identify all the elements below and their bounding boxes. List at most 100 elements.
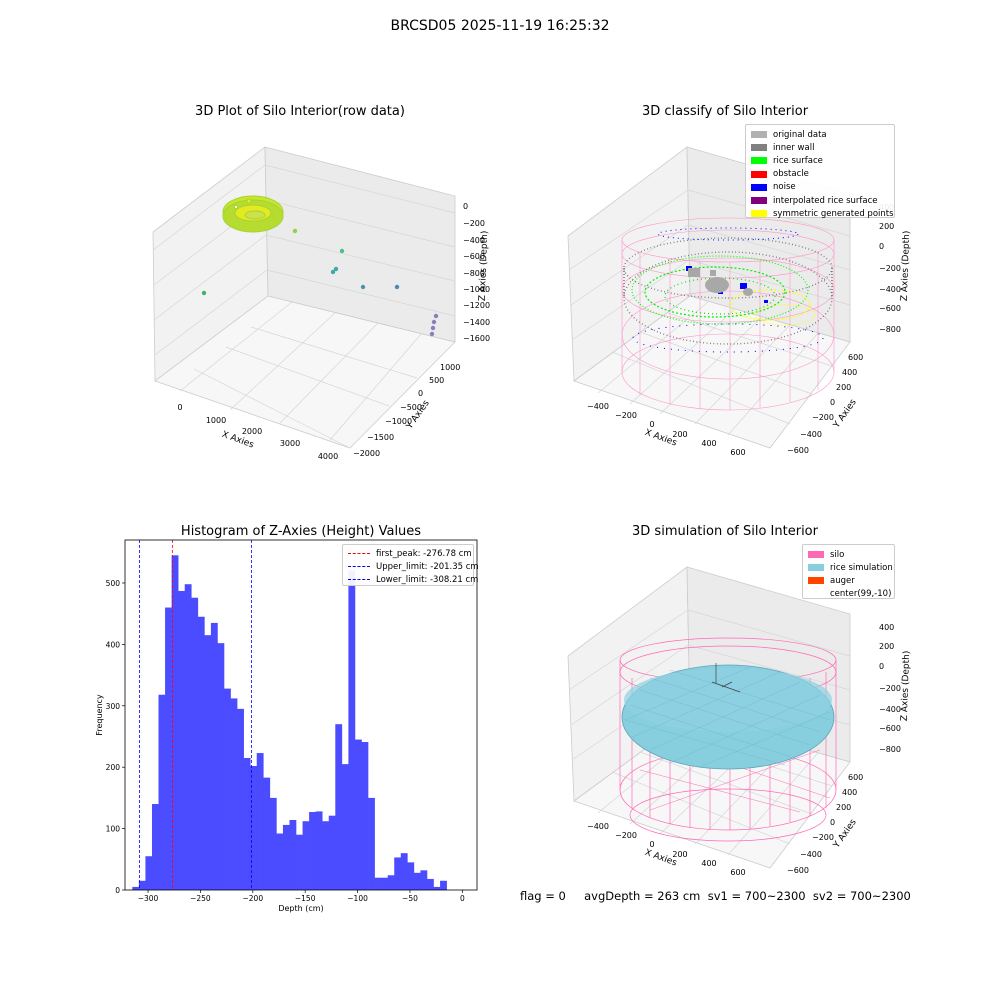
legend-swatch xyxy=(751,157,767,165)
z-tick: 0 xyxy=(463,202,468,211)
legend-label: Upper_limit: -201.35 cm xyxy=(376,561,479,572)
x-tick: 400 xyxy=(701,859,716,868)
histogram-frame xyxy=(124,539,478,891)
histogram-bar xyxy=(230,698,238,890)
histogram-bar xyxy=(309,812,316,890)
x-tick-label: −250 xyxy=(190,894,211,903)
z-tick: −600 xyxy=(879,304,901,313)
x-tick: 0 xyxy=(649,420,654,429)
z-tick: −200 xyxy=(879,264,901,273)
histogram-bar xyxy=(276,833,284,890)
legend-swatch xyxy=(808,564,824,572)
z-tick: −600 xyxy=(463,252,485,261)
legend-entry: rice simulation xyxy=(808,561,893,574)
y-tick: −600 xyxy=(787,866,809,875)
x-tick: 0 xyxy=(649,840,654,849)
y-tick: 600 xyxy=(848,353,863,362)
z-tick: 200 xyxy=(879,642,894,651)
z-tick: −200 xyxy=(463,219,485,228)
legend-swatch xyxy=(808,551,824,559)
z-tick: 200 xyxy=(879,222,894,231)
histogram-bar xyxy=(413,872,421,890)
legend-label: center(99,-10) xyxy=(830,589,892,600)
histogram-bar xyxy=(433,886,441,890)
histogram-bar xyxy=(400,853,408,890)
z-tick: −1400 xyxy=(463,318,490,327)
histogram-bar xyxy=(282,824,290,890)
y-tick: 600 xyxy=(848,773,863,782)
y-axis-label: Frequency xyxy=(95,694,104,736)
histogram-bar xyxy=(374,877,382,890)
z-axis-label: Z Axies (Depth) xyxy=(478,231,490,302)
legend-entry: rice surface xyxy=(751,154,889,167)
y-tick: 400 xyxy=(842,788,857,797)
y-tick: 0 xyxy=(418,389,423,398)
x-tick: 3000 xyxy=(280,439,300,448)
x-tick-label: −150 xyxy=(295,894,316,903)
x-tick-label: −200 xyxy=(243,894,264,903)
histogram-bar xyxy=(394,857,402,890)
histogram-bar xyxy=(420,870,428,890)
histogram-bar xyxy=(263,777,271,890)
x-tick-label: −300 xyxy=(138,894,159,903)
panel4-auger xyxy=(711,663,741,693)
legend-swatch xyxy=(751,197,767,205)
y-tick: −400 xyxy=(800,430,822,439)
histogram-bar xyxy=(171,555,179,890)
z-tick: −600 xyxy=(879,724,901,733)
histogram-bar xyxy=(289,820,297,890)
histogram-bar xyxy=(210,622,218,890)
panel1-3d-plot: 0 1000 2000 3000 4000 X Axies 1000 500 0… xyxy=(152,146,490,461)
z-axis-label: Z Axies (Depth) xyxy=(900,231,912,302)
y-tick: −500 xyxy=(400,403,422,412)
z-tick: 400 xyxy=(879,623,894,632)
z-tick: −400 xyxy=(879,705,901,714)
histogram-bar xyxy=(302,821,310,890)
y-tick: 0 xyxy=(830,818,835,827)
histogram-bar xyxy=(250,765,258,890)
x-tick-label: −100 xyxy=(347,894,368,903)
legend-label: auger xyxy=(830,575,855,586)
histogram-bar xyxy=(296,834,303,890)
histogram-bar xyxy=(224,688,231,890)
panel2-original-data xyxy=(688,268,753,296)
x-tick: 0 xyxy=(177,403,182,412)
x-tick: 200 xyxy=(672,430,687,439)
histogram-x-ticks: −300 −250 −200 −150 −100 −50 0 xyxy=(138,890,465,903)
legend-label: first_peak: -276.78 cm xyxy=(376,548,472,559)
panel1-rice-ring xyxy=(222,195,284,233)
legend-label: obstacle xyxy=(773,169,809,180)
panel2-axes-box xyxy=(567,146,851,449)
histogram-plot: −300 −250 −200 −150 −100 −50 0 0 100 200 300 400 50… xyxy=(95,539,478,913)
histogram-bar xyxy=(269,797,277,890)
panel2-inner-wall xyxy=(623,237,833,345)
legend-line xyxy=(348,566,370,568)
panel4-rice-simulation xyxy=(621,664,835,770)
legend-swatch xyxy=(751,210,767,218)
histogram-bar xyxy=(361,742,369,890)
panel4-title: 3D simulation of Silo Interior xyxy=(632,524,818,539)
histogram-bar xyxy=(387,875,395,890)
histogram-bar xyxy=(145,856,153,890)
panel2-legend: original data inner wall rice surface ob… xyxy=(745,124,895,219)
legend-entry: silo xyxy=(808,548,889,561)
panel2-rice-surface xyxy=(631,255,816,326)
histogram-bar xyxy=(197,616,205,890)
histogram-bar xyxy=(256,753,264,890)
x-tick: 4000 xyxy=(318,452,338,461)
histogram-bar xyxy=(322,821,330,890)
y-tick-label: 200 xyxy=(106,763,121,772)
legend-line xyxy=(348,553,370,555)
legend-entry: obstacle xyxy=(751,168,889,181)
x-tick-label: 0 xyxy=(460,894,465,903)
histogram-bar xyxy=(158,694,166,890)
legend-label: inner wall xyxy=(773,142,815,153)
legend-label: noise xyxy=(773,182,796,193)
x-tick: 1000 xyxy=(206,416,226,425)
histogram-bar xyxy=(440,880,447,890)
legend-label: rice surface xyxy=(773,155,823,166)
x-tick: 600 xyxy=(730,868,745,877)
z-tick: 0 xyxy=(879,242,884,251)
histogram-bar xyxy=(243,757,251,890)
legend-label: silo xyxy=(830,549,845,560)
